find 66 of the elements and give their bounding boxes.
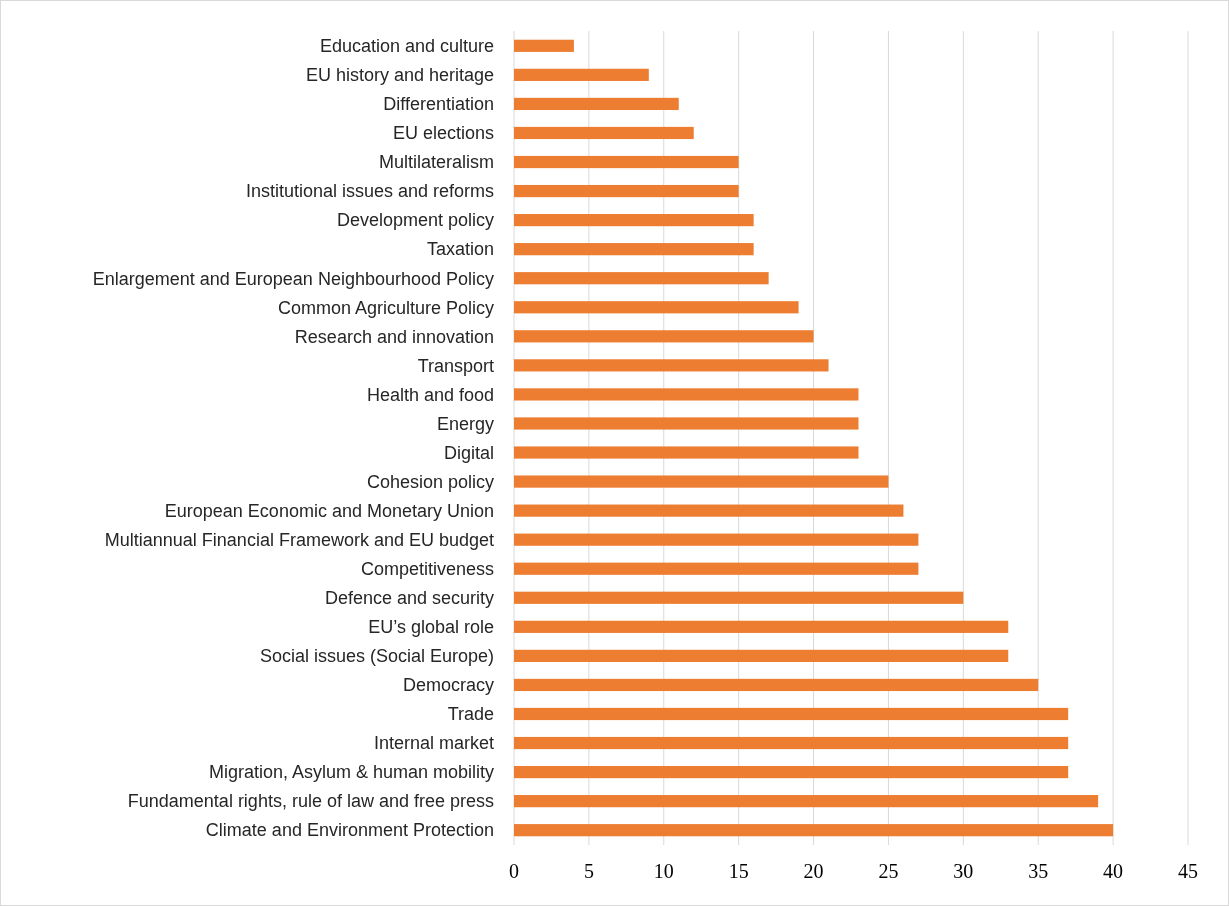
bar bbox=[514, 446, 859, 459]
y-tick-label: Institutional issues and reforms bbox=[245, 181, 494, 202]
y-tick-label: Democracy bbox=[402, 675, 494, 696]
y-tick-label: Competitiveness bbox=[360, 559, 494, 580]
bar bbox=[514, 795, 1099, 808]
y-tick-label: EU’s global role bbox=[368, 617, 494, 638]
x-tick-label: 45 bbox=[1178, 860, 1198, 882]
y-tick-label: Climate and Environment Protection bbox=[205, 820, 494, 841]
y-tick-label: Research and innovation bbox=[294, 326, 494, 347]
y-tick-label: Defence and security bbox=[324, 588, 494, 609]
y-tick-label: Fundamental rights, rule of law and free press bbox=[127, 791, 494, 812]
y-tick-label: Digital bbox=[443, 442, 494, 463]
bar bbox=[514, 824, 1114, 837]
y-tick-label: Social issues (Social Europe) bbox=[259, 646, 494, 667]
bar bbox=[514, 417, 859, 430]
y-tick-label: Enlargement and European Neighbourhood Policy bbox=[92, 268, 494, 289]
bar bbox=[514, 330, 814, 343]
y-tick-label: Multiannual Financial Framework and EU budget bbox=[104, 529, 494, 550]
x-tick-label: 10 bbox=[653, 860, 674, 882]
bar bbox=[514, 359, 829, 372]
bar bbox=[514, 214, 754, 227]
y-tick-label: Migration, Asylum & human mobility bbox=[208, 762, 494, 783]
y-tick-label: Development policy bbox=[336, 210, 494, 231]
y-tick-label: EU history and heritage bbox=[305, 65, 494, 86]
y-tick-label: Trade bbox=[447, 704, 494, 725]
bar bbox=[514, 155, 739, 169]
y-tick-label: EU elections bbox=[392, 123, 494, 144]
y-tick-label: Differentiation bbox=[383, 94, 494, 115]
bar bbox=[514, 765, 1069, 779]
y-tick-label: Cohesion policy bbox=[366, 471, 494, 492]
bar bbox=[514, 707, 1069, 721]
y-tick-label: Common Agriculture Policy bbox=[277, 297, 494, 318]
bar bbox=[514, 504, 904, 517]
bar bbox=[514, 620, 1009, 633]
y-tick-label: Health and food bbox=[366, 384, 494, 405]
bar bbox=[514, 97, 679, 111]
x-tick-label: 5 bbox=[583, 860, 594, 882]
y-tick-label: Transport bbox=[417, 355, 494, 376]
bar bbox=[514, 126, 694, 140]
x-tick-label: 40 bbox=[1103, 860, 1124, 882]
bar bbox=[514, 736, 1069, 750]
y-tick-label: Energy bbox=[436, 413, 494, 434]
bar bbox=[514, 591, 964, 604]
x-tick-label: 30 bbox=[953, 860, 974, 882]
y-tick-label: Internal market bbox=[373, 733, 494, 754]
bar bbox=[514, 562, 919, 575]
bar bbox=[514, 301, 799, 314]
bar bbox=[514, 243, 754, 256]
y-tick-label: European Economic and Monetary Union bbox=[164, 500, 494, 521]
bar bbox=[514, 533, 919, 546]
bar bbox=[514, 68, 649, 81]
y-tick-label: Taxation bbox=[426, 239, 494, 260]
bar bbox=[514, 388, 859, 401]
bar bbox=[514, 184, 739, 198]
bar bbox=[514, 272, 769, 285]
y-tick-label: Multilateralism bbox=[378, 152, 494, 173]
x-tick-label: 20 bbox=[803, 860, 824, 882]
bar bbox=[514, 475, 889, 488]
x-tick-label: 35 bbox=[1028, 860, 1049, 882]
x-tick-label: 0 bbox=[509, 860, 519, 882]
bar bbox=[514, 39, 574, 52]
x-tick-label: 25 bbox=[878, 860, 899, 882]
y-tick-label: Education and culture bbox=[319, 36, 494, 57]
bar bbox=[514, 649, 1009, 662]
x-tick-label: 15 bbox=[728, 860, 749, 882]
bar bbox=[514, 678, 1039, 692]
